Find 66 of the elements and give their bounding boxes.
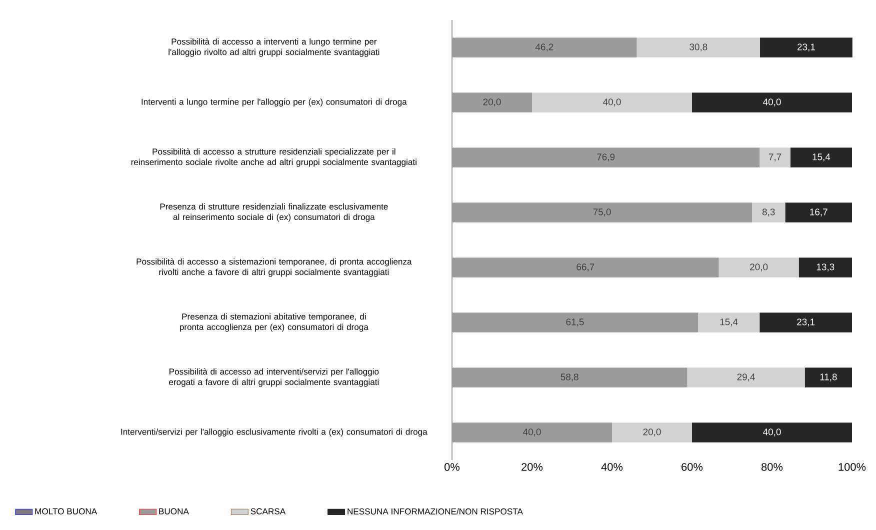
legend-label: NESSUNA INFORMAZIONE/NON RISPOSTA <box>348 508 523 514</box>
data-label: 11,8 <box>820 374 837 382</box>
bar <box>636 38 760 58</box>
data-label: 40,0 <box>603 98 621 106</box>
bar <box>760 312 852 332</box>
bar <box>752 202 786 222</box>
bar <box>760 38 852 58</box>
data-label: 13,3 <box>816 264 834 272</box>
bar <box>718 258 799 278</box>
y-tick-label: Presenza di stemazioni abitative temporanee, di pronta accoglienza per (ex) consumatori di droga <box>180 313 368 332</box>
bar <box>452 202 752 222</box>
y-tick-label: Presenza di strutture residenziali finalizzate esclusivamente al reinserimento sociale di (ex) consumatori di droga <box>160 203 388 222</box>
data-label: 20,0 <box>643 428 661 436</box>
x-tick-label: 0% <box>444 463 460 471</box>
data-label: 66,7 <box>576 264 594 272</box>
data-label: 16,7 <box>810 208 828 216</box>
bar <box>692 422 852 442</box>
data-label: 40,0 <box>763 428 781 436</box>
bar <box>687 368 805 388</box>
x-tick-label: 80% <box>762 463 783 471</box>
data-label: 61,5 <box>566 318 584 326</box>
x-tick-label: 20% <box>522 463 543 471</box>
data-label: 20,0 <box>483 98 501 106</box>
data-label: 23,1 <box>797 318 815 326</box>
bar <box>798 258 852 278</box>
data-label: 8,3 <box>762 208 775 216</box>
bar <box>452 92 532 112</box>
data-label: 40,0 <box>763 98 781 106</box>
data-label: 15,4 <box>812 154 830 162</box>
data-label: 30,8 <box>690 44 708 52</box>
data-label: 76,9 <box>597 154 615 162</box>
y-tick-label: Interventi a lungo termine per l'alloggio per (ex) consumatori di droga <box>142 98 407 107</box>
bar <box>452 38 637 58</box>
x-tick-label: 60% <box>682 463 703 471</box>
bar <box>698 312 760 332</box>
data-label: 29,4 <box>737 374 755 382</box>
data-label: 20,0 <box>750 264 768 272</box>
bar <box>612 422 692 442</box>
bar <box>452 368 688 388</box>
data-label: 58,8 <box>560 374 578 382</box>
y-tick-label: Possibilità di accesso a interventi a lungo termine per l'alloggio rivolto ad altri gruppi socialmente svantaggiati <box>168 38 380 57</box>
bar <box>790 148 852 168</box>
y-tick-label: Possibilità di accesso ad interventi/servizi per l'alloggio erogati a favore di altri gruppi socialmente svantaggiati <box>169 368 379 387</box>
bar <box>692 92 852 112</box>
x-tick-label: 40% <box>601 463 623 471</box>
y-tick-label: Possibilità di accesso a strutture residenziali specializzate per il reinserimento sociale rivolte anche ad altri gruppi socialmente svantaggiati <box>131 148 416 167</box>
x-tick-label: 100% <box>838 463 866 471</box>
data-label: 15,4 <box>720 318 738 326</box>
legend-label: BUONA <box>159 508 189 514</box>
y-tick-label: Possibilità di accesso a sistemazioni temporanee, di pronta accoglienza rivolti anche a favore di altri gruppi socialmente svantaggiati <box>136 258 412 277</box>
bar <box>452 422 612 442</box>
data-label: 75,0 <box>593 208 611 216</box>
y-tick-label: Interventi/servizi per l'alloggio esclusivamente rivolti a (ex) consumatori di droga <box>121 428 428 436</box>
bar <box>804 368 852 388</box>
bar <box>452 312 698 332</box>
data-label: 40,0 <box>523 428 541 436</box>
bar <box>785 202 852 222</box>
data-label: 46,2 <box>535 44 554 52</box>
legend-label: MOLTO BUONA <box>35 508 98 514</box>
data-label: 7,7 <box>768 154 782 162</box>
bar <box>452 148 760 168</box>
bar <box>760 148 790 168</box>
bar <box>452 258 719 278</box>
legend-label: SCARSA <box>250 508 286 514</box>
bar <box>532 92 692 112</box>
data-label: 23,1 <box>797 44 815 52</box>
